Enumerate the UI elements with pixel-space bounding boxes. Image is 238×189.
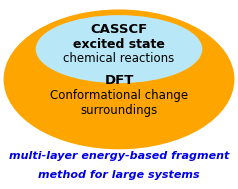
Text: chemical reactions: chemical reactions — [63, 53, 175, 65]
Ellipse shape — [36, 15, 202, 83]
Text: method for large systems: method for large systems — [38, 170, 200, 180]
Text: Conformational change: Conformational change — [50, 89, 188, 102]
Text: DFT: DFT — [104, 74, 134, 87]
Ellipse shape — [4, 9, 234, 149]
Text: surroundings: surroundings — [80, 104, 158, 117]
Text: multi-layer energy-based fragment: multi-layer energy-based fragment — [9, 151, 229, 161]
Text: excited state: excited state — [73, 38, 165, 51]
Text: CASSCF: CASSCF — [90, 23, 148, 36]
